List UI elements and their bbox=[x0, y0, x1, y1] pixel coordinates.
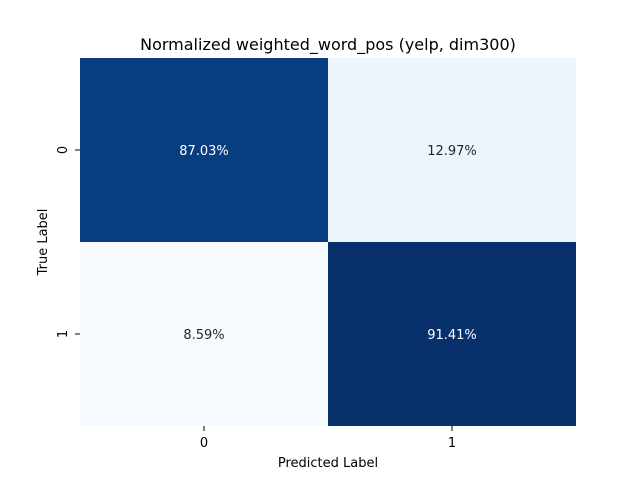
x-tick-label-1: 1 bbox=[448, 436, 456, 451]
heatmap-cell-0-1 bbox=[328, 58, 576, 242]
cell-value-label-0-0: 87.03% bbox=[179, 144, 229, 159]
y-axis-ticks: 01 bbox=[56, 146, 80, 338]
chart-title: Normalized weighted_word_pos (yelp, dim3… bbox=[140, 35, 516, 55]
y-tick-label-0: 0 bbox=[56, 146, 71, 154]
heatmap-cell-1-0 bbox=[80, 242, 328, 426]
y-axis-label: True Label bbox=[36, 209, 51, 277]
heatmap-cell-0-0 bbox=[80, 58, 328, 242]
heatmap-cells: 87.03% 12.97% 8.59% 91.41% bbox=[80, 58, 576, 426]
x-tick-label-0: 0 bbox=[200, 436, 208, 451]
heatmap-cell-1-1 bbox=[328, 242, 576, 426]
cell-value-label-1-0: 8.59% bbox=[183, 328, 224, 343]
x-axis-label: Predicted Label bbox=[278, 456, 378, 471]
cell-value-label-1-1: 91.41% bbox=[427, 328, 477, 343]
y-tick-label-1: 1 bbox=[56, 330, 71, 338]
cell-value-label-0-1: 12.97% bbox=[427, 144, 477, 159]
